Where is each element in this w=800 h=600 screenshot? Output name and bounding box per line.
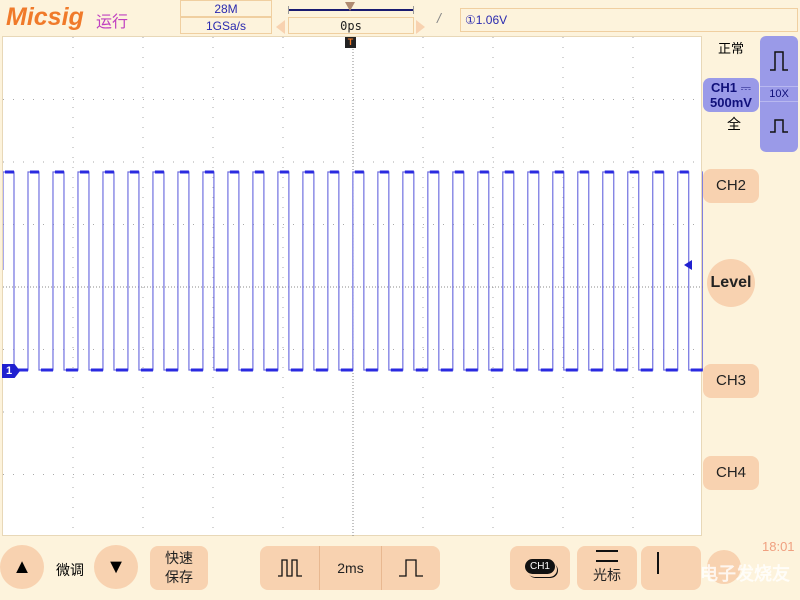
probe-panel[interactable]: 10X	[760, 36, 798, 152]
probe-ratio[interactable]: 10X	[760, 86, 798, 102]
dc-coupling-icon: ⎓	[740, 80, 751, 95]
memory-depth[interactable]: 28M	[180, 0, 272, 17]
fine-adjust-label: 微调	[56, 562, 84, 578]
waveform-display[interactable]	[2, 36, 716, 537]
fine-down-button[interactable]: ▼	[94, 545, 138, 589]
trigger-level-knob[interactable]: Level	[707, 259, 755, 307]
menu-button[interactable]	[707, 550, 741, 584]
quick-save-line1: 快速	[165, 550, 193, 566]
channel-select-button[interactable]: CH1	[510, 546, 570, 590]
measure-icon	[657, 552, 659, 574]
fine-up-button[interactable]: ▲	[0, 545, 44, 589]
trigger-time-marker-icon: T	[345, 37, 356, 48]
cursor-label: 光标	[593, 567, 621, 583]
watermark: 电子发烧友	[700, 564, 790, 584]
ch2-button[interactable]: CH2	[703, 169, 759, 203]
timebase-decrease-button[interactable]	[260, 546, 320, 590]
trigger-offset[interactable]: 0ps	[288, 17, 414, 34]
waveform-canvas	[2, 37, 716, 537]
channel1-marker[interactable]: 1	[2, 364, 20, 378]
ch1-label: CH1	[710, 80, 737, 95]
cursor-icon	[596, 550, 618, 562]
scroll-left-icon[interactable]	[276, 20, 285, 34]
cursor-button[interactable]: 光标	[577, 546, 637, 590]
trigger-level-readout[interactable]: ①1.06V	[460, 8, 798, 32]
sample-rate[interactable]: 1GSa/s	[180, 17, 272, 34]
quick-save-line2: 保存	[165, 569, 193, 585]
trigger-position-marker-icon	[345, 2, 355, 11]
timebase-increase-button[interactable]	[382, 546, 440, 590]
ch4-button[interactable]: CH4	[703, 456, 759, 490]
trigger-edge-icon[interactable]: /	[437, 10, 441, 26]
pulse-large-icon[interactable]	[760, 36, 798, 86]
bandwidth-limit[interactable]: 全	[727, 116, 741, 132]
scroll-right-icon[interactable]	[416, 20, 425, 34]
pulse-small-icon[interactable]	[760, 102, 798, 150]
timebase-control[interactable]: 2ms	[260, 546, 440, 590]
ch1-settings-button[interactable]: CH1 ⎓ 500mV	[703, 78, 759, 112]
trigger-mode[interactable]: 正常	[718, 41, 745, 56]
trigger-level-marker-icon[interactable]	[684, 260, 692, 270]
clock: 18:01	[762, 539, 795, 554]
timebase-value: 2ms	[320, 546, 382, 590]
measure-button[interactable]	[641, 546, 701, 590]
channel1-trace	[2, 171, 704, 371]
ch1-stack-icon: CH1	[524, 559, 555, 574]
ch3-button[interactable]: CH3	[703, 364, 759, 398]
brand-logo: Micsig	[6, 3, 84, 31]
ch1-scale: 500mV	[710, 95, 752, 110]
run-state[interactable]: 运行	[96, 14, 129, 31]
quick-save-button[interactable]: 快速 保存	[150, 546, 208, 590]
